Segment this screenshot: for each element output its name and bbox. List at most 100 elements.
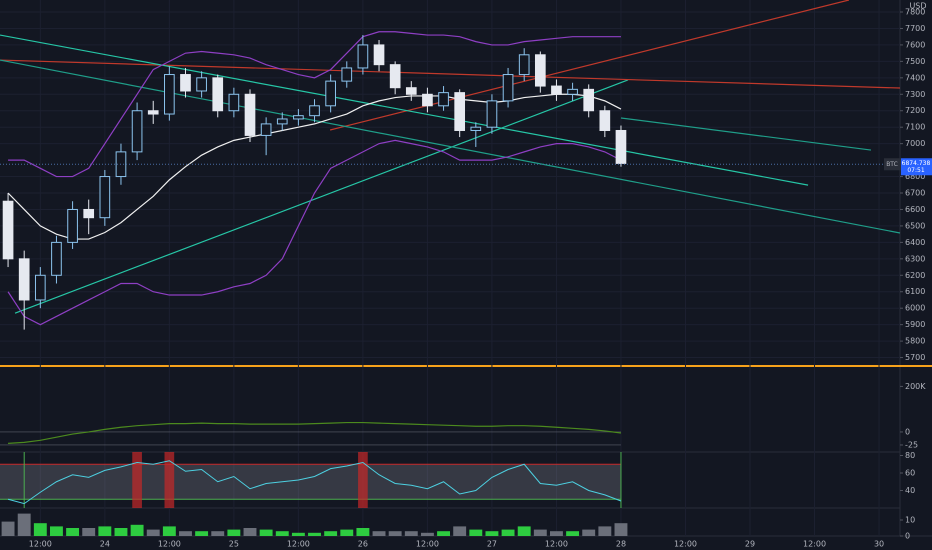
x-tick-label: 30	[874, 540, 884, 549]
y-tick-label: 5900	[905, 320, 925, 329]
candle-body	[341, 67, 353, 82]
y-tick-label: 6500	[905, 221, 925, 230]
symbol-tag	[884, 158, 901, 171]
currency-label: USD	[909, 2, 926, 11]
trendline	[0, 34, 809, 186]
y-tick-label: 6800	[905, 172, 925, 181]
rsi-line	[7, 460, 622, 505]
volume-bar	[453, 526, 467, 536]
candle-body	[276, 118, 288, 125]
y-tick-label: 7200	[905, 106, 925, 115]
indicator-line	[7, 93, 622, 240]
y-tick-label: 7100	[905, 123, 925, 132]
x-tick-label: 28	[616, 540, 626, 549]
trendline	[329, 0, 850, 131]
trendline	[0, 59, 901, 234]
candle-body	[422, 93, 433, 107]
y-tick-label: 40	[905, 486, 915, 495]
y-tick-label: -25	[905, 440, 918, 449]
volume-bar	[146, 529, 160, 536]
candle-body	[293, 115, 304, 120]
candle-body	[196, 77, 207, 92]
y-tick-label: 0	[905, 532, 910, 541]
volume-bar	[485, 531, 499, 536]
volume-bar	[33, 523, 47, 536]
volume-bar	[275, 531, 289, 536]
price-tag	[901, 158, 932, 176]
y-tick-label: 10	[905, 516, 915, 525]
x-tick-label: 27	[487, 540, 497, 549]
volume-bar	[388, 531, 402, 536]
volume-bar	[195, 531, 209, 536]
volume-bar	[1, 521, 15, 536]
candle-body	[83, 208, 95, 219]
volume-bar	[469, 529, 483, 536]
x-tick-label: 29	[745, 540, 755, 549]
volume-bar	[566, 531, 580, 536]
y-tick-label: 5800	[905, 337, 925, 346]
volume-bar	[598, 526, 612, 536]
x-tick-label: 12:00	[416, 540, 439, 549]
y-tick-label: 6100	[905, 287, 925, 296]
volume-bar	[259, 529, 273, 536]
oscillator-line	[8, 421, 622, 445]
candle-body	[389, 64, 401, 89]
candle-body	[99, 176, 111, 219]
candle-body	[534, 54, 546, 87]
candle-body	[486, 100, 498, 128]
symbol-label: BTC	[886, 161, 898, 168]
volume-bar	[324, 531, 338, 536]
trendline	[0, 59, 901, 89]
candle-body	[212, 77, 224, 112]
candle-body	[164, 74, 175, 115]
volume-bar	[372, 531, 386, 536]
candle-body	[309, 105, 320, 117]
candle-body	[180, 74, 191, 92]
x-tick-label: 12:00	[545, 540, 568, 549]
y-tick-label: 80	[905, 451, 915, 460]
trendline	[620, 117, 872, 151]
x-tick-label: 12:00	[158, 540, 181, 549]
volume-bar	[614, 523, 628, 536]
volume-bar	[114, 528, 128, 536]
countdown-label: 07:51	[907, 167, 924, 174]
candle-body	[518, 54, 530, 76]
volume-bar	[437, 531, 450, 536]
volume-bar	[291, 532, 305, 536]
candle-body	[405, 87, 417, 95]
y-tick-label: 5700	[905, 353, 925, 362]
candle-body	[147, 110, 159, 115]
y-tick-label: 7800	[905, 8, 925, 17]
candle-body	[131, 110, 143, 153]
volume-bar	[130, 524, 144, 536]
candle-body	[51, 241, 62, 276]
trendline	[14, 79, 629, 314]
x-tick-label: 12:00	[29, 540, 52, 549]
last-price-label: 6874.738	[902, 160, 931, 167]
y-tick-label: 200K	[905, 382, 926, 391]
volume-bar	[50, 526, 63, 536]
x-tick-label: 25	[229, 540, 239, 549]
volume-bar	[162, 526, 176, 536]
x-tick-label: 26	[358, 540, 368, 549]
y-tick-label: 6400	[905, 238, 925, 247]
indicator-line	[8, 31, 621, 178]
volume-bar	[340, 529, 354, 536]
candle-body	[599, 110, 611, 131]
y-tick-label: 6000	[905, 304, 925, 313]
overbought-stripe	[358, 452, 368, 508]
candle-body	[454, 92, 466, 131]
volume-bar	[517, 526, 531, 536]
rsi-band	[0, 464, 621, 500]
volume-bar	[179, 531, 192, 536]
candle-body	[2, 200, 14, 260]
volume-bar	[98, 526, 112, 536]
y-tick-label: 6200	[905, 271, 925, 280]
volume-bar	[533, 529, 547, 536]
volume-bar	[420, 532, 434, 536]
x-tick-label: 12:00	[803, 540, 826, 549]
x-tick-label: 24	[100, 540, 110, 549]
candle-body	[583, 88, 595, 112]
